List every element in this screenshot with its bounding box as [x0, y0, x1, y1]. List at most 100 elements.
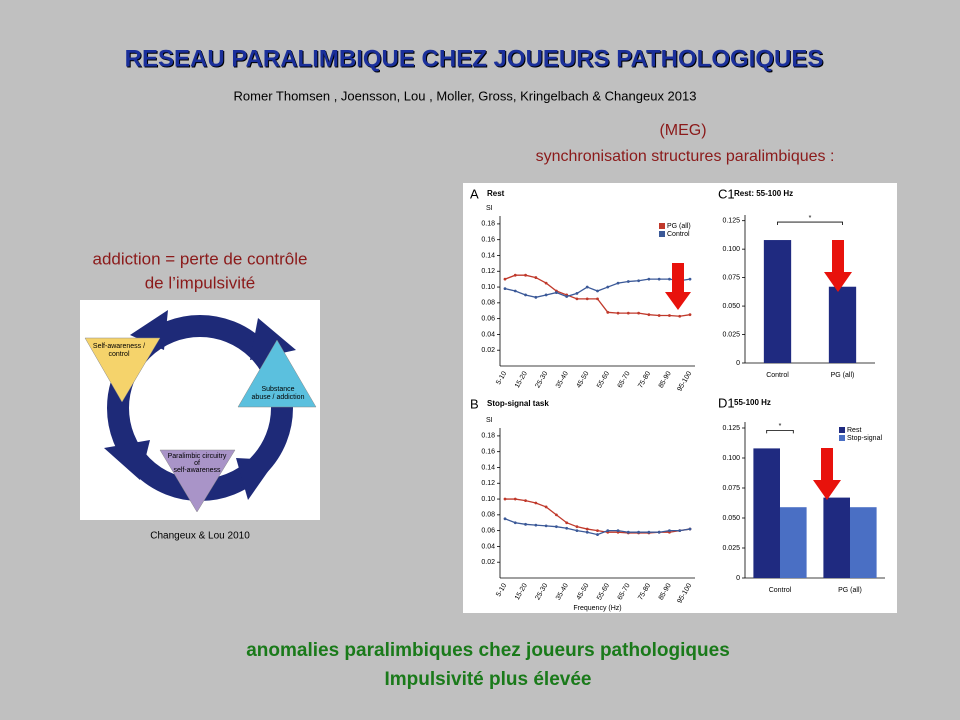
point — [565, 295, 569, 298]
point — [554, 291, 558, 294]
y-tick-label: 0.025 — [722, 331, 740, 338]
point — [626, 530, 630, 534]
y-tick-label: 0.02 — [481, 559, 495, 566]
point — [544, 524, 548, 528]
y-tick-label: 0.100 — [722, 455, 740, 462]
cycle-arrowhead — [104, 440, 150, 480]
y-tick-label: 0.18 — [481, 433, 495, 440]
significance-bracket — [777, 221, 843, 226]
point — [524, 499, 527, 503]
diagram-label: Self-awareness / — [93, 343, 145, 350]
y-tick-label: 0.06 — [481, 315, 495, 322]
chart-title: Rest: 55-100 Hz — [734, 189, 793, 198]
point — [668, 314, 671, 317]
point — [513, 273, 517, 277]
legend-label: Rest — [847, 427, 861, 434]
y-tick-label: 0.10 — [481, 284, 495, 291]
y-tick-label: 0 — [736, 360, 740, 367]
diagram: Self-awareness / control Substance abuse… — [80, 300, 320, 520]
point — [513, 289, 517, 293]
y-tick-label: 0.050 — [722, 515, 740, 522]
point — [544, 281, 548, 285]
panel-letter: A — [470, 186, 479, 201]
point — [534, 501, 538, 505]
triangle-substance — [237, 339, 317, 408]
panel-letter: C1 — [718, 186, 735, 201]
point — [657, 530, 661, 534]
method-label: (MEG) — [659, 122, 706, 139]
point — [616, 311, 620, 315]
point — [585, 530, 589, 534]
diagram-label: of — [194, 460, 200, 467]
point — [503, 517, 507, 521]
point — [565, 526, 569, 530]
point — [647, 277, 651, 281]
point — [606, 310, 610, 314]
point — [585, 285, 589, 289]
significance-label: * — [809, 215, 812, 222]
point — [688, 527, 692, 531]
point — [626, 280, 630, 283]
point — [524, 293, 527, 297]
point — [524, 273, 527, 277]
y-tick-label: 0.050 — [722, 303, 740, 310]
point — [565, 521, 569, 525]
y-tick-label: 0.125 — [722, 218, 740, 225]
y-tick-label: 0.100 — [722, 246, 740, 253]
y-tick-label: 0.10 — [481, 496, 495, 503]
point — [575, 291, 579, 295]
red-arrow — [824, 240, 852, 292]
point — [668, 529, 671, 533]
charts: 0.02 0.04 0.06 0.08 0.10 0.12 0.14 0.16 0.18 A Res… — [470, 186, 885, 612]
panel-letter: B — [470, 396, 479, 411]
point — [647, 530, 651, 534]
y-tick-label: 0.04 — [481, 543, 495, 550]
point — [585, 297, 589, 301]
point — [554, 525, 558, 529]
point — [575, 297, 579, 301]
y-tick-label: 0.18 — [481, 221, 495, 228]
point — [637, 279, 641, 283]
point — [596, 297, 599, 301]
x-axis-label: Frequency (Hz) — [573, 605, 621, 612]
y-tick-label: 0.04 — [481, 331, 495, 338]
y-axis-label: SI — [486, 205, 493, 212]
conclusion-line: anomalies paralimbiques chez joueurs pat… — [246, 640, 730, 661]
point — [544, 293, 548, 297]
x-tick-label: Control — [769, 587, 792, 594]
point — [503, 287, 507, 291]
point — [534, 295, 538, 299]
diagram-label: self-awareness — [173, 467, 221, 474]
point — [503, 497, 507, 501]
y-tick-label: 0.075 — [722, 485, 740, 492]
point — [596, 529, 599, 533]
diagram-caption: Changeux & Lou 2010 — [150, 531, 250, 542]
diagram-label: abuse / addiction — [252, 394, 305, 401]
point — [585, 527, 589, 531]
point — [668, 277, 671, 281]
bar — [850, 507, 877, 578]
diagram-label: Paralimbic circuitry — [168, 453, 227, 460]
point — [524, 522, 527, 526]
point — [596, 533, 599, 536]
significance-bracket — [766, 430, 794, 434]
y-tick-label: 0.08 — [481, 300, 495, 307]
bar — [828, 286, 857, 363]
y-tick-label: 0 — [736, 575, 740, 582]
panel-letter: D1 — [718, 395, 735, 410]
point — [626, 311, 630, 315]
diagram-label: Substance — [261, 386, 294, 393]
point — [616, 529, 620, 533]
y-tick-label: 0.12 — [481, 480, 495, 487]
red-arrow — [665, 263, 691, 310]
chart-title: Rest — [487, 189, 505, 198]
point — [606, 285, 610, 289]
slide-title: RESEAU PARALIMBIQUE CHEZ JOUEURS PATHOLO… — [125, 45, 824, 72]
subtitle: synchronisation structures paralimbiques… — [536, 148, 835, 165]
point — [575, 525, 579, 529]
triangle-self — [84, 337, 161, 403]
x-tick-label: PG (all) — [838, 587, 862, 594]
legend-swatch — [839, 427, 845, 433]
y-tick-label: 0.14 — [481, 252, 495, 259]
